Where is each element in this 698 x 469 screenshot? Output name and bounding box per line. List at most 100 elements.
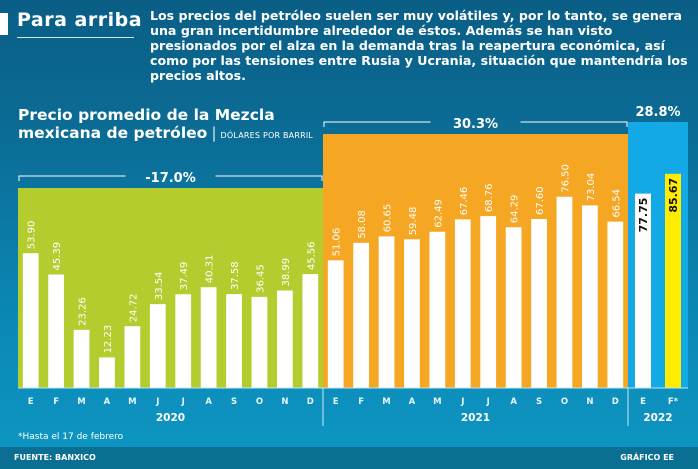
month-label-2020-2: M xyxy=(77,397,85,407)
month-label-2021-7: A xyxy=(510,397,517,407)
month-label-2020-5: J xyxy=(155,397,159,407)
chart-unit: DÓLARES POR BARRIL xyxy=(220,131,314,140)
year-label-2021: 2021 xyxy=(461,412,490,424)
bar-2020-2 xyxy=(73,329,90,388)
value-label-2021-5: 67.46 xyxy=(459,187,470,216)
value-label-2020-1: 45.39 xyxy=(52,242,63,271)
value-label-2020-6: 37.49 xyxy=(179,262,190,291)
month-label-2020-10: N xyxy=(281,397,288,407)
chart-title-line1: Precio promedio de la Mezcla xyxy=(18,106,275,124)
month-label-2021-11: D xyxy=(612,397,619,407)
bar-2020-9 xyxy=(251,296,268,388)
month-label-2020-4: M xyxy=(128,397,136,407)
panel-2020 xyxy=(18,188,323,388)
value-label-2022-1: 85.67 xyxy=(667,178,680,213)
value-label-2020-0: 53.90 xyxy=(27,221,38,250)
bar-2020-6 xyxy=(175,294,192,388)
bar-2021-1 xyxy=(353,242,370,388)
source-label: FUENTE: BANXICO xyxy=(14,453,96,462)
bar-2020-1 xyxy=(48,274,65,388)
value-label-2020-7: 40.31 xyxy=(205,255,216,284)
footer-bar xyxy=(0,447,698,469)
value-label-2021-6: 68.76 xyxy=(484,183,495,212)
header-accent-bar xyxy=(0,13,8,35)
bar-2021-8 xyxy=(531,219,547,388)
value-label-2020-4: 24.72 xyxy=(128,294,139,323)
header-title: Para arriba xyxy=(17,9,143,31)
month-label-2020-7: A xyxy=(205,397,212,407)
value-label-2020-5: 33.54 xyxy=(154,272,165,301)
month-label-2022-1: F* xyxy=(668,397,679,407)
chart-title: Precio promedio de la Mezcla mexicana de… xyxy=(18,106,313,145)
credit-label: GRÁFICO EE xyxy=(620,453,674,462)
change-label-2022: 28.8% xyxy=(635,105,680,120)
value-label-2020-2: 23.26 xyxy=(78,297,89,326)
month-label-2021-0: E xyxy=(333,397,339,407)
bar-2022-1 xyxy=(665,173,681,388)
month-label-2021-4: M xyxy=(433,397,441,407)
value-label-2021-4: 62.49 xyxy=(433,199,444,228)
bracket-2020 xyxy=(18,175,323,181)
bar-2020-3 xyxy=(99,357,115,388)
month-label-2021-10: N xyxy=(586,397,593,407)
bar-2021-0 xyxy=(327,260,344,388)
value-label-2021-9: 76.50 xyxy=(560,164,571,193)
bar-2022-0 xyxy=(635,193,651,388)
bar-2020-8 xyxy=(226,294,242,388)
month-label-2020-9: O xyxy=(256,397,263,407)
value-label-2020-8: 37.58 xyxy=(230,261,241,290)
month-label-2021-2: M xyxy=(382,397,390,407)
bar-2021-3 xyxy=(404,239,420,388)
month-label-2020-11: D xyxy=(307,397,314,407)
month-label-2020-0: E xyxy=(28,397,34,407)
value-label-2020-11: 45.56 xyxy=(306,241,317,270)
footnote: *Hasta el 17 de febrero xyxy=(18,432,124,442)
bracket-2021 xyxy=(323,121,628,127)
bar-2020-7 xyxy=(200,287,217,388)
month-label-2021-9: O xyxy=(561,397,568,407)
month-label-2021-5: J xyxy=(460,397,464,407)
bar-2021-4 xyxy=(429,231,446,388)
change-label-2021: 30.3% xyxy=(453,117,498,132)
intro-text: Los precios del petróleo suelen ser muy … xyxy=(150,8,688,83)
bar-2021-7 xyxy=(505,227,522,388)
bar-2020-5 xyxy=(149,304,166,388)
bar-2020-0 xyxy=(22,253,39,388)
month-label-2022-0: E xyxy=(640,397,646,407)
panel-2021 xyxy=(323,134,628,388)
value-label-2020-10: 38.99 xyxy=(281,258,292,287)
month-label-2021-8: S xyxy=(536,397,542,407)
bar-2021-9 xyxy=(556,196,573,388)
value-label-2020-9: 36.45 xyxy=(255,264,266,293)
month-label-2020-1: F xyxy=(53,397,59,407)
month-label-2020-3: A xyxy=(104,397,111,407)
value-label-2022-0: 77.75 xyxy=(637,198,650,233)
bar-2021-11 xyxy=(607,221,624,388)
value-label-2021-2: 60.65 xyxy=(383,204,394,233)
bar-2021-6 xyxy=(480,216,497,388)
header-underline xyxy=(17,37,134,38)
value-label-2021-7: 64.29 xyxy=(510,195,521,224)
bar-2020-4 xyxy=(124,326,141,388)
bar-2020-11 xyxy=(302,274,319,388)
value-label-2021-10: 73.04 xyxy=(586,173,597,202)
bar-2020-10 xyxy=(276,290,293,388)
chart-title-separator: | xyxy=(211,124,217,142)
value-label-2021-11: 66.54 xyxy=(611,189,622,218)
month-label-2021-6: J xyxy=(486,397,490,407)
month-label-2021-1: F xyxy=(358,397,364,407)
value-label-2021-8: 67.60 xyxy=(535,186,546,215)
month-label-2020-8: S xyxy=(231,397,237,407)
value-label-2021-1: 58.08 xyxy=(357,210,368,239)
year-label-2020: 2020 xyxy=(156,412,185,424)
bar-2021-2 xyxy=(378,236,395,388)
value-label-2021-3: 59.48 xyxy=(408,207,419,236)
bar-2021-10 xyxy=(581,205,598,388)
value-label-2020-3: 12.23 xyxy=(103,325,114,354)
value-label-2021-0: 51.06 xyxy=(332,228,343,257)
month-label-2020-6: J xyxy=(181,397,185,407)
change-label-2020: -17.0% xyxy=(145,171,196,186)
chart-title-line2: mexicana de petróleo xyxy=(18,124,208,142)
year-label-2022: 2022 xyxy=(643,412,672,424)
